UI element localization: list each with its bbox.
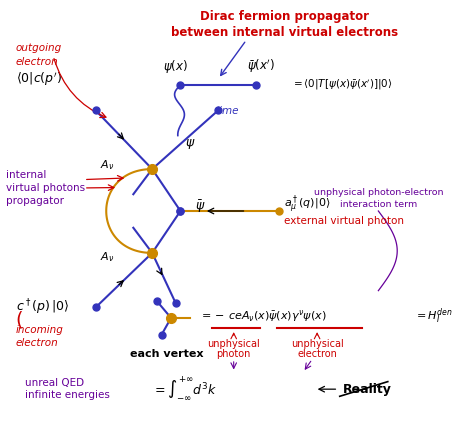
Text: (: ( — [16, 311, 23, 330]
Text: $= \langle 0|T[\psi(x)\bar{\psi}(x^\prime)]|0\rangle$: $= \langle 0|T[\psi(x)\bar{\psi}(x^\prim… — [291, 78, 392, 92]
Text: electron: electron — [16, 57, 58, 67]
Text: $\bar{\psi}$: $\bar{\psi}$ — [195, 198, 205, 215]
Text: $= \int_{-\infty}^{+\infty} d^3k$: $= \int_{-\infty}^{+\infty} d^3k$ — [152, 376, 218, 403]
Text: $= H_I^{den}$: $= H_I^{den}$ — [414, 306, 453, 326]
Text: external virtual photon: external virtual photon — [284, 216, 404, 227]
Text: $A_\nu$: $A_\nu$ — [100, 158, 115, 172]
Text: $a^\dagger_\mu(q)|0\rangle$: $a^\dagger_\mu(q)|0\rangle$ — [284, 194, 330, 216]
Text: interaction term: interaction term — [340, 200, 417, 209]
Text: electron: electron — [297, 349, 337, 360]
Text: photon: photon — [217, 349, 251, 360]
Text: unphysical: unphysical — [291, 339, 344, 349]
Text: $\bar{\psi}(x^\prime)$: $\bar{\psi}(x^\prime)$ — [246, 57, 274, 75]
Text: virtual photons: virtual photons — [6, 183, 85, 193]
Text: unphysical photon-electron: unphysical photon-electron — [314, 188, 443, 197]
Text: internal: internal — [6, 170, 46, 180]
Text: between internal virtual electrons: between internal virtual electrons — [171, 26, 398, 39]
Text: outgoing: outgoing — [16, 43, 62, 52]
Text: time: time — [216, 106, 239, 116]
Text: $A_\nu$: $A_\nu$ — [100, 250, 115, 264]
Text: electron: electron — [16, 338, 58, 348]
Text: Reality: Reality — [343, 383, 392, 396]
Text: infinite energies: infinite energies — [25, 390, 110, 400]
Text: propagator: propagator — [6, 195, 64, 206]
Text: $\psi$: $\psi$ — [185, 137, 196, 151]
Text: $= -\,ceA_\nu(x)\bar{\psi}(x)\gamma^\nu\psi(x)$: $= -\,ceA_\nu(x)\bar{\psi}(x)\gamma^\nu\… — [199, 308, 327, 324]
Text: incoming: incoming — [16, 325, 64, 335]
Text: unreal QED: unreal QED — [25, 378, 84, 388]
Text: Dirac fermion propagator: Dirac fermion propagator — [200, 10, 369, 22]
Text: $c^\dagger(p)\,|0\rangle$: $c^\dagger(p)\,|0\rangle$ — [16, 298, 69, 317]
Text: $\langle 0|c(p^\prime)$: $\langle 0|c(p^\prime)$ — [16, 70, 62, 88]
Text: $\psi(x)$: $\psi(x)$ — [163, 58, 188, 75]
Text: unphysical: unphysical — [207, 339, 260, 349]
Text: each vertex: each vertex — [129, 349, 203, 360]
